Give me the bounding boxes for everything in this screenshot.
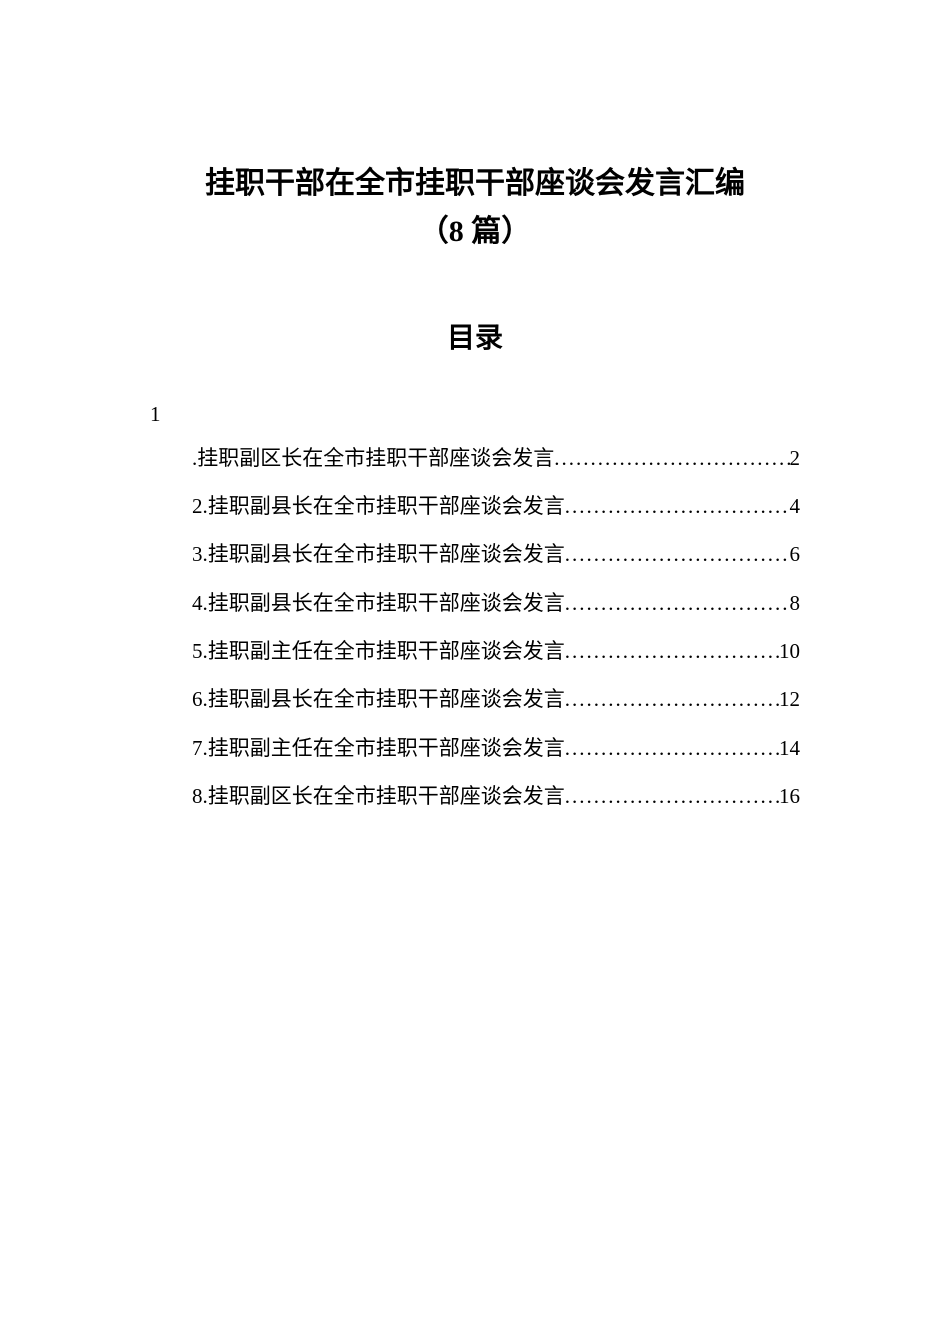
toc-list: 1 .挂职副区长在全市挂职干部座谈会发言 2 2.挂职副县长在全市挂职干部座谈会…: [140, 396, 810, 820]
stray-digit: 1: [150, 396, 800, 434]
toc-entry-page: 8: [790, 579, 801, 627]
toc-entry: 4.挂职副县长在全市挂职干部座谈会发言 8: [150, 579, 800, 627]
toc-entry-page: 14: [779, 724, 800, 772]
toc-entry-label: 6.挂职副县长在全市挂职干部座谈会发言: [192, 675, 565, 723]
toc-entry-page: 16: [779, 772, 800, 820]
toc-entry-label: 2.挂职副县长在全市挂职干部座谈会发言: [192, 482, 565, 530]
toc-entry: 6.挂职副县长在全市挂职干部座谈会发言 12: [150, 675, 800, 723]
toc-entry-page: 4: [790, 482, 801, 530]
toc-entry-page: 12: [779, 675, 800, 723]
toc-leader: [554, 434, 789, 482]
toc-entry: 2.挂职副县长在全市挂职干部座谈会发言 4: [150, 482, 800, 530]
toc-entry-label: .挂职副区长在全市挂职干部座谈会发言: [192, 434, 554, 482]
toc-entry: .挂职副区长在全市挂职干部座谈会发言 2: [150, 434, 800, 482]
title-line-1: 挂职干部在全市挂职干部座谈会发言汇编: [140, 160, 810, 208]
toc-entry: 5.挂职副主任在全市挂职干部座谈会发言 10: [150, 627, 800, 675]
toc-leader: [565, 482, 790, 530]
toc-entry-label: 7.挂职副主任在全市挂职干部座谈会发言: [192, 724, 565, 772]
title-line-2: （8 篇）: [140, 208, 810, 256]
toc-heading: 目录: [140, 316, 810, 356]
toc-entry-label: 5.挂职副主任在全市挂职干部座谈会发言: [192, 627, 565, 675]
toc-entry-page: 2: [790, 434, 801, 482]
toc-entry-label: 8.挂职副区长在全市挂职干部座谈会发言: [192, 772, 565, 820]
toc-entry: 8.挂职副区长在全市挂职干部座谈会发言 16: [150, 772, 800, 820]
toc-entry-page: 6: [790, 530, 801, 578]
toc-leader: [565, 530, 790, 578]
toc-entry-label: 3.挂职副县长在全市挂职干部座谈会发言: [192, 530, 565, 578]
toc-entry-label: 4.挂职副县长在全市挂职干部座谈会发言: [192, 579, 565, 627]
toc-leader: [565, 772, 779, 820]
toc-entry: 7.挂职副主任在全市挂职干部座谈会发言 14: [150, 724, 800, 772]
document-title-block: 挂职干部在全市挂职干部座谈会发言汇编 （8 篇）: [140, 160, 810, 256]
toc-leader: [565, 724, 779, 772]
toc-leader: [565, 627, 779, 675]
toc-leader: [565, 579, 790, 627]
toc-entry-page: 10: [779, 627, 800, 675]
toc-entry: 3.挂职副县长在全市挂职干部座谈会发言 6: [150, 530, 800, 578]
toc-leader: [565, 675, 779, 723]
